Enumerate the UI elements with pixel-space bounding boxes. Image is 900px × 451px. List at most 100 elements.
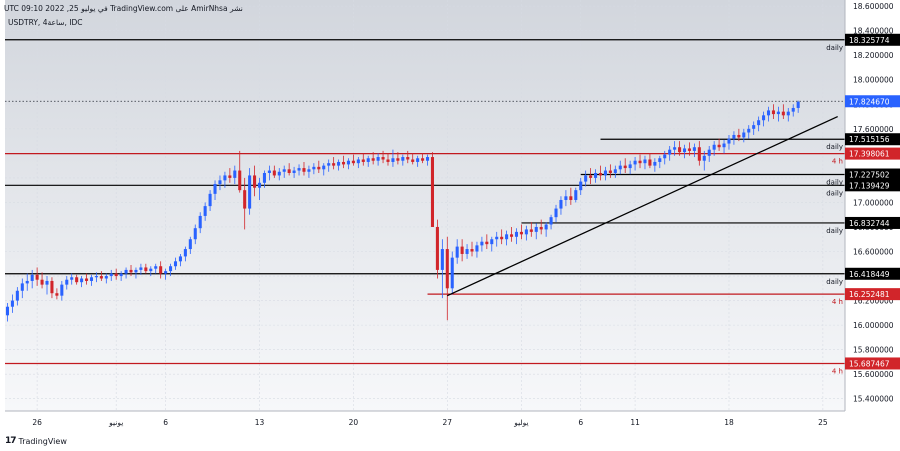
candle-body <box>327 163 331 166</box>
tradingview-logo[interactable]: 17 TradingView <box>5 436 67 446</box>
candle-body <box>762 115 766 121</box>
candle-body <box>361 159 365 162</box>
candle-body <box>430 157 435 227</box>
candle-body <box>766 110 771 116</box>
level-price-tag <box>845 216 900 229</box>
level-price-tag-text: 17.227502 <box>849 171 890 180</box>
candle-body <box>302 168 306 172</box>
candle-body <box>529 229 533 232</box>
candle-body <box>460 246 464 254</box>
candle-body <box>618 165 622 170</box>
candle-body <box>638 160 642 164</box>
candle-body <box>129 269 133 273</box>
candle-body <box>559 199 563 209</box>
price-axis[interactable]: 18.600000 18.400000 18.200000 18.000000 17.8… <box>844 0 894 411</box>
level-timeframe-label: daily <box>826 227 843 235</box>
level-price-tag-text: 18.325774 <box>849 36 890 45</box>
level-price-tag-text: 17.139429 <box>849 181 890 190</box>
level-price-tag-text: 16.418449 <box>849 270 890 279</box>
candle-body <box>791 107 795 112</box>
candle-body <box>119 273 123 277</box>
candle-body <box>322 165 326 170</box>
x-tick-label: 27 <box>443 418 453 427</box>
candle-body <box>183 249 187 257</box>
candle-body <box>589 175 593 178</box>
candle-body <box>544 224 548 230</box>
candle-body <box>771 110 775 115</box>
candle-body <box>164 271 168 274</box>
candle-body <box>747 128 751 133</box>
candle-body <box>673 147 677 150</box>
candle-body <box>351 160 355 164</box>
candle-body <box>366 158 370 162</box>
candle-body <box>139 267 143 270</box>
grid <box>5 0 845 411</box>
candle-body <box>455 246 459 258</box>
candle-body <box>574 190 578 200</box>
candle-body <box>663 154 667 159</box>
level-price-tag <box>845 267 900 280</box>
trendline-group[interactable] <box>447 115 838 297</box>
candle-body <box>539 226 543 230</box>
y-tick-label: 16.000000 <box>853 321 894 330</box>
candle-body <box>490 239 494 245</box>
time-axis[interactable]: 26 يونيو 6 13 20 27 يوليو 6 11 18 25 <box>5 410 845 427</box>
y-tick-label: 18.200000 <box>853 51 894 60</box>
x-tick-label: 11 <box>630 418 640 427</box>
candle-body <box>682 148 687 153</box>
candle-body <box>678 147 682 153</box>
candles <box>5 100 800 322</box>
y-tick-label: 16.200000 <box>853 297 894 306</box>
candle-body <box>480 241 484 246</box>
y-tick-label: 15.800000 <box>853 346 894 355</box>
level-timeframe-label: daily <box>826 44 843 52</box>
level-price-tag-text: 17.515156 <box>849 135 890 144</box>
candle-body <box>796 101 800 108</box>
candle-body <box>337 161 341 166</box>
level-price-tag <box>845 33 900 46</box>
candle-body <box>416 158 420 162</box>
candle-body <box>208 193 212 207</box>
candle-body <box>757 120 761 126</box>
current-price-tag <box>845 95 900 108</box>
trendline[interactable] <box>447 115 838 297</box>
y-tick-label: 16.600000 <box>853 248 894 257</box>
candle-body <box>65 279 69 285</box>
candle-body <box>292 170 296 173</box>
level-timeframe-label: daily <box>826 189 843 197</box>
candle-body <box>435 226 439 270</box>
plot-background <box>5 0 845 411</box>
candle-body <box>55 293 59 296</box>
candle-body <box>524 229 528 235</box>
candle-body <box>500 236 504 240</box>
x-tick-label: 6 <box>578 418 583 427</box>
candle-body <box>702 155 706 161</box>
candle-body <box>396 158 400 161</box>
tradingview-logo-text: TradingView <box>18 436 67 446</box>
candle-body <box>332 163 336 166</box>
x-tick-label: 13 <box>255 418 265 427</box>
candle-body <box>75 277 79 283</box>
candle-body <box>376 157 380 161</box>
candle-body <box>732 134 736 139</box>
candle-body <box>717 144 721 148</box>
level-price-tag-text: 15.687467 <box>849 359 890 368</box>
candle-body <box>282 169 286 172</box>
candle-body <box>213 184 217 194</box>
candle-body <box>594 172 598 178</box>
current-price-tag-text: 17.824670 <box>849 97 890 106</box>
candle-body <box>287 169 291 173</box>
candle-body <box>99 276 103 279</box>
candle-body <box>25 280 29 284</box>
candle-body <box>411 159 415 162</box>
candle-body <box>15 290 19 301</box>
candle-body <box>519 231 523 235</box>
level-price-tag-text: 16.832744 <box>849 219 890 228</box>
candle-body <box>668 149 672 155</box>
candle-body <box>346 160 350 165</box>
candle-body <box>687 148 691 151</box>
candle-body <box>297 168 301 171</box>
candle-body <box>277 171 281 176</box>
candle-body <box>485 241 489 245</box>
